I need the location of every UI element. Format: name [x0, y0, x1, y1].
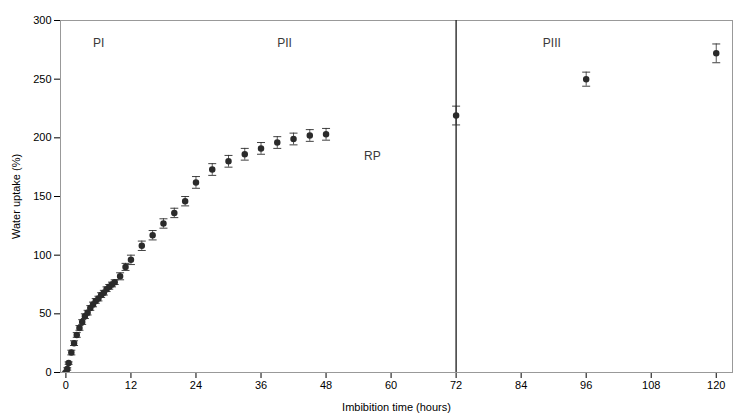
svg-text:24: 24 — [190, 379, 202, 391]
svg-text:0: 0 — [45, 366, 51, 378]
svg-text:96: 96 — [580, 379, 592, 391]
svg-text:200: 200 — [33, 131, 51, 143]
svg-text:100: 100 — [33, 249, 51, 261]
svg-text:60: 60 — [385, 379, 397, 391]
svg-text:300: 300 — [33, 14, 51, 26]
svg-text:Imbibition time (hours): Imbibition time (hours) — [342, 401, 451, 413]
svg-text:36: 36 — [255, 379, 267, 391]
svg-text:PIII: PIII — [543, 36, 561, 50]
svg-text:Water uptake (%): Water uptake (%) — [10, 154, 22, 239]
svg-text:PI: PI — [93, 36, 104, 50]
svg-text:120: 120 — [707, 379, 725, 391]
svg-text:250: 250 — [33, 73, 51, 85]
svg-text:12: 12 — [125, 379, 137, 391]
svg-text:PII: PII — [277, 36, 292, 50]
svg-text:50: 50 — [39, 307, 51, 319]
svg-text:108: 108 — [642, 379, 660, 391]
svg-text:0: 0 — [63, 379, 69, 391]
svg-text:84: 84 — [515, 379, 527, 391]
svg-text:150: 150 — [33, 190, 51, 202]
svg-text:72: 72 — [450, 379, 462, 391]
svg-text:RP: RP — [364, 149, 381, 163]
svg-text:48: 48 — [320, 379, 332, 391]
